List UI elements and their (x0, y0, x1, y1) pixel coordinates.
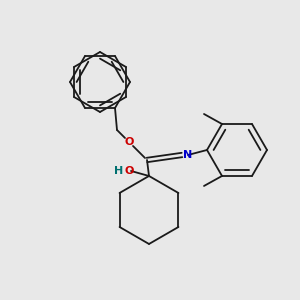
Text: O: O (124, 166, 134, 176)
Text: H: H (114, 166, 124, 176)
Text: O: O (124, 137, 134, 147)
Text: N: N (183, 150, 193, 160)
